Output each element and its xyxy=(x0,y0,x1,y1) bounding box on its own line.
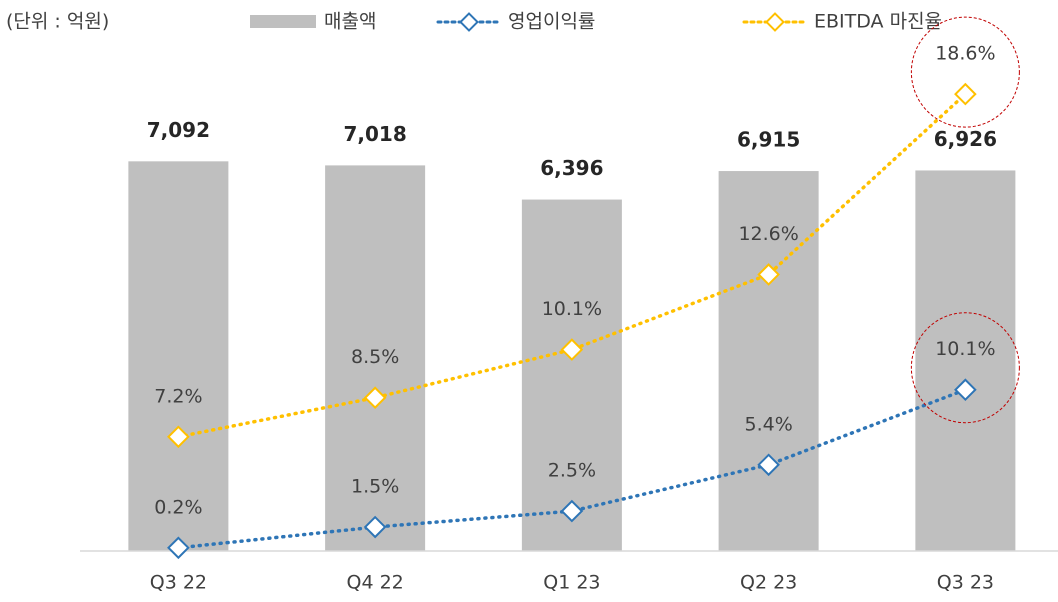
marker xyxy=(560,499,584,523)
bar xyxy=(915,170,1016,551)
line-value-label: 12.6% xyxy=(738,223,798,245)
line-value-label: 8.5% xyxy=(351,346,399,368)
line xyxy=(176,92,968,439)
bar-value-label: 6,396 xyxy=(540,156,603,180)
legend-label: 매출액 xyxy=(324,11,376,33)
bar xyxy=(128,161,229,551)
line-value-label: 7.2% xyxy=(154,385,202,407)
bar xyxy=(521,199,622,551)
bar-value-label: 6,915 xyxy=(737,128,800,152)
highlight-circle xyxy=(910,312,1020,424)
x-tick-label: Q4 22 xyxy=(346,572,403,594)
line-value-label: 10.1% xyxy=(542,298,602,320)
marker xyxy=(363,515,387,539)
marker xyxy=(167,536,190,560)
line xyxy=(176,387,968,550)
x-tick-label: Q3 23 xyxy=(937,572,994,594)
line-value-label: 10.1% xyxy=(935,338,995,360)
bar xyxy=(325,165,426,551)
x-tick-label: Q2 23 xyxy=(740,572,797,594)
legend-marker xyxy=(459,12,479,32)
highlight-circle xyxy=(910,16,1020,128)
legend-label: 영업이익률 xyxy=(508,11,595,33)
legend-swatch xyxy=(250,15,316,28)
marker xyxy=(954,82,977,106)
marker xyxy=(363,386,387,410)
line-value-label: 1.5% xyxy=(351,476,399,498)
unit-label: (단위 : 억원) xyxy=(6,11,109,33)
marker xyxy=(560,338,584,361)
legend-marker xyxy=(765,12,785,32)
marker xyxy=(167,425,190,449)
bar-value-label: 7,018 xyxy=(343,122,406,146)
marker xyxy=(757,453,780,477)
x-tick-label: Q1 23 xyxy=(543,572,600,594)
line-value-label: 5.4% xyxy=(744,413,792,435)
marker xyxy=(757,263,780,286)
bar-value-label: 7,092 xyxy=(147,118,210,142)
line-value-label: 18.6% xyxy=(935,43,995,65)
bar xyxy=(718,171,819,552)
line-value-label: 0.2% xyxy=(154,496,202,518)
legend-label: EBITDA 마진율 xyxy=(814,11,942,33)
x-tick-label: Q3 22 xyxy=(150,572,207,594)
line-value-label: 2.5% xyxy=(548,460,596,482)
bar-value-label: 6,926 xyxy=(934,127,997,151)
marker xyxy=(954,378,977,402)
